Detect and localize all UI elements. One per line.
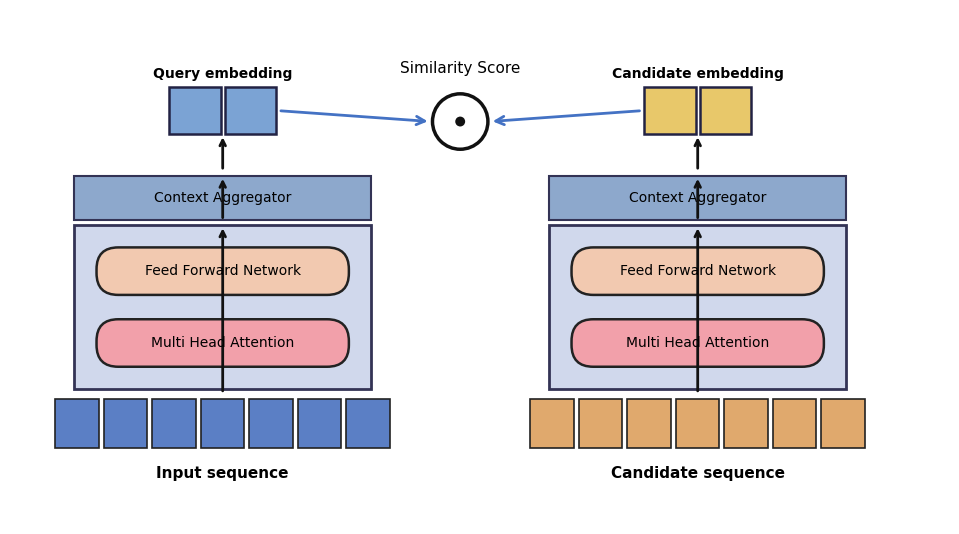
- Text: Candidate sequence: Candidate sequence: [611, 466, 784, 481]
- FancyBboxPatch shape: [346, 398, 390, 448]
- FancyBboxPatch shape: [700, 87, 751, 135]
- Text: Multi Head Attention: Multi Head Attention: [626, 336, 769, 350]
- FancyBboxPatch shape: [773, 398, 816, 448]
- FancyBboxPatch shape: [201, 398, 245, 448]
- FancyBboxPatch shape: [627, 398, 671, 448]
- Text: Feed Forward Network: Feed Forward Network: [620, 264, 776, 278]
- FancyBboxPatch shape: [724, 398, 768, 448]
- FancyBboxPatch shape: [822, 398, 865, 448]
- FancyBboxPatch shape: [56, 398, 99, 448]
- FancyBboxPatch shape: [676, 398, 719, 448]
- Text: Similarity Score: Similarity Score: [400, 61, 521, 76]
- FancyBboxPatch shape: [224, 87, 276, 135]
- FancyBboxPatch shape: [572, 319, 824, 367]
- Text: Input sequence: Input sequence: [156, 466, 289, 481]
- Text: Feed Forward Network: Feed Forward Network: [145, 264, 301, 278]
- FancyBboxPatch shape: [169, 87, 221, 135]
- Text: Query embedding: Query embedding: [153, 67, 292, 81]
- FancyBboxPatch shape: [530, 398, 574, 448]
- Text: Candidate embedding: Candidate embedding: [612, 67, 784, 81]
- FancyBboxPatch shape: [104, 398, 148, 448]
- FancyBboxPatch shape: [579, 398, 622, 448]
- Text: Multi Head Attention: Multi Head Attention: [152, 336, 294, 350]
- FancyBboxPatch shape: [152, 398, 196, 448]
- FancyBboxPatch shape: [74, 225, 371, 389]
- Text: Context Aggregator: Context Aggregator: [629, 191, 766, 205]
- Circle shape: [433, 94, 488, 149]
- Circle shape: [456, 116, 465, 127]
- FancyBboxPatch shape: [74, 176, 371, 221]
- FancyBboxPatch shape: [550, 225, 846, 389]
- FancyBboxPatch shape: [97, 247, 349, 295]
- FancyBboxPatch shape: [550, 176, 846, 221]
- FancyBboxPatch shape: [644, 87, 695, 135]
- FancyBboxPatch shape: [97, 319, 349, 367]
- Text: Context Aggregator: Context Aggregator: [154, 191, 292, 205]
- FancyBboxPatch shape: [298, 398, 341, 448]
- FancyBboxPatch shape: [572, 247, 824, 295]
- FancyBboxPatch shape: [249, 398, 292, 448]
